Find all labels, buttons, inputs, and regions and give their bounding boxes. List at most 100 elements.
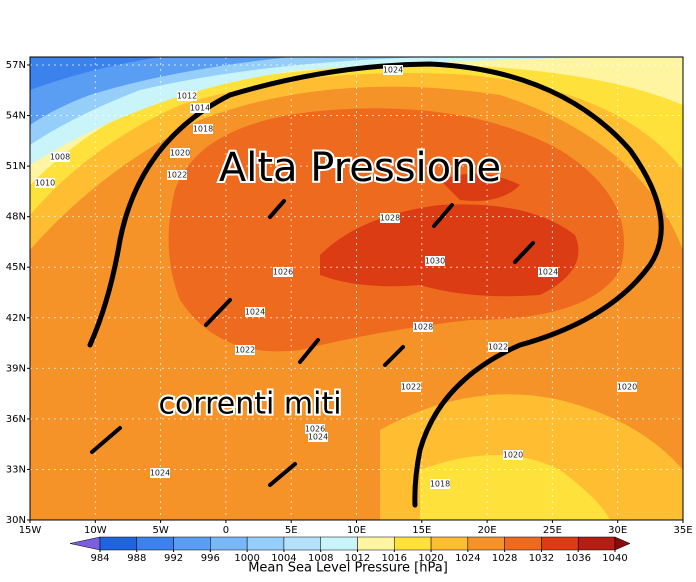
lat-label: 54N — [6, 111, 26, 122]
colorbar-label: Mean Sea Level Pressure [hPa] — [248, 561, 448, 576]
lat-label: 30N — [6, 515, 26, 526]
colorbar-tick-label: 1024 — [455, 553, 480, 564]
isobar-label: 1022 — [167, 171, 187, 180]
lon-label: 10W — [84, 525, 107, 536]
isobar-label: 1024 — [308, 433, 328, 442]
graticule — [30, 57, 683, 520]
colorbar-bin — [541, 536, 579, 551]
isobar-label-bg — [401, 382, 421, 392]
isobar-label: 1024 — [383, 66, 403, 75]
colorbar-bin — [357, 536, 395, 551]
colorbar-bin — [283, 536, 321, 551]
lat-label: 39N — [6, 363, 26, 374]
colorbar-bin — [136, 536, 174, 551]
isobar-label-bg — [308, 432, 328, 442]
isobar-label: 1020 — [503, 451, 523, 460]
isobar-label-bg — [235, 345, 255, 355]
lat-label: 33N — [6, 464, 26, 475]
isobar-label-bg — [273, 267, 293, 277]
colorbar-bin — [173, 536, 211, 551]
isobar-label-bg — [383, 65, 403, 75]
isobar-label-bg — [177, 91, 197, 101]
colorbar-bin — [210, 536, 248, 551]
lat-label: 48N — [6, 212, 26, 223]
lat-label: 45N — [6, 262, 26, 273]
colorbar-tick-label: 1008 — [308, 553, 333, 564]
isobar-label-bg — [538, 267, 558, 277]
isoband — [30, 57, 290, 125]
lon-label: 30E — [608, 525, 627, 536]
lon-label: 25E — [543, 525, 562, 536]
pressure-field — [30, 57, 683, 520]
colorbar-tick-label: 1028 — [492, 553, 517, 564]
colorbar-bin — [467, 536, 505, 551]
isobar-label-bg — [35, 178, 55, 188]
lon-label: 35E — [673, 525, 692, 536]
colorbar-tick-label: 1036 — [565, 553, 590, 564]
isobar-label: 1030 — [425, 257, 445, 266]
arrows — [90, 199, 535, 487]
isobar-label: 1014 — [190, 104, 210, 113]
isobar-label: 1010 — [35, 179, 55, 188]
isobar-label-bg — [617, 382, 637, 392]
colorbar-tick-label: 1016 — [382, 553, 407, 564]
colorbar-bin — [246, 536, 285, 551]
colorbar-tick-label: 992 — [164, 553, 183, 564]
isobar-label: 1008 — [50, 153, 70, 162]
colorbar-tick-label: 1032 — [529, 553, 554, 564]
lon-label: 10E — [347, 525, 366, 536]
lat-label: 57N — [6, 60, 26, 71]
isobar-label: 1018 — [193, 125, 213, 134]
isobar-label: 1022 — [401, 383, 421, 392]
isobar-label: 1024 — [538, 268, 558, 277]
isoband — [320, 204, 579, 297]
colorbar-bin — [394, 536, 432, 551]
isobar-label: 1026 — [325, 159, 345, 168]
isobar-label-bg — [305, 424, 325, 434]
colorbar-tick-label: 1004 — [271, 553, 296, 564]
lon-label: 5E — [285, 525, 298, 536]
lon-label: 0 — [223, 525, 229, 536]
isoband — [30, 57, 160, 90]
lon-label: 15W — [19, 525, 42, 536]
isobar-label-bg — [150, 468, 170, 478]
isobar-label-bg — [430, 479, 450, 489]
isobar-label: 1022 — [235, 346, 255, 355]
highlight-contour — [87, 61, 664, 508]
lon-label: 20E — [478, 525, 497, 536]
lon-label: 15E — [412, 525, 431, 536]
lat-label: 36N — [6, 414, 26, 425]
colorbar-tick-label: 988 — [127, 553, 146, 564]
isoband — [440, 173, 520, 201]
isobar-label: 1026 — [305, 425, 325, 434]
isobar-label: 1026 — [273, 268, 293, 277]
lat-label: 42N — [6, 313, 26, 324]
isoband — [30, 57, 620, 165]
lon-label: 5W — [152, 525, 168, 536]
isobar-label: 1024 — [245, 308, 265, 317]
isobar-label-bg — [190, 103, 210, 113]
isobar-label-bg — [193, 124, 213, 134]
colorbar-bin — [504, 536, 542, 551]
isobar-label: 1012 — [177, 92, 197, 101]
isobar-label: 1028 — [413, 323, 433, 332]
colorbar-extend-low — [69, 536, 101, 551]
isobar-labels: 1024 1012 1014 1018 1020 1022 1008 1010 1026 1028… — [35, 65, 637, 489]
colorbar-tick-label: 1000 — [234, 553, 259, 564]
colorbar-tick-label: 984 — [90, 553, 109, 564]
colorbar-tick-label: 1020 — [418, 553, 443, 564]
isobar-label: 1018 — [430, 480, 450, 489]
colorbar-tick-label: 996 — [201, 553, 220, 564]
isobar-label-bg — [503, 450, 523, 460]
isobar-label-bg — [380, 213, 400, 223]
isobar-label: 1020 — [170, 149, 190, 158]
isobar-label-bg — [425, 256, 445, 266]
isobar-label: 1028 — [380, 214, 400, 223]
isobar-label-bg — [170, 148, 190, 158]
isobar-label-bg — [167, 170, 187, 180]
isobar-label-bg — [325, 158, 345, 168]
colorbar-tick-label: 1012 — [345, 553, 370, 564]
isobar-label-bg — [413, 322, 433, 332]
lat-label: 51N — [6, 161, 26, 172]
